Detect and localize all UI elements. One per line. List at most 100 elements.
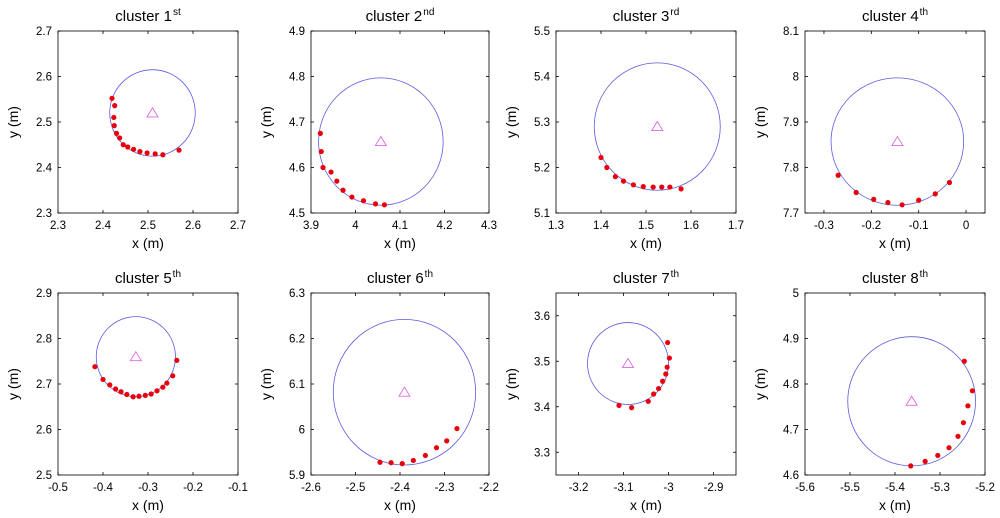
- x-axis-label: x (m): [630, 235, 662, 251]
- data-point: [164, 380, 170, 386]
- subplot-3: cluster 3rd 1.3 1.4 1.5 1.6 1.7 5.1 5.2 5.3 5.4 5.…: [503, 7, 744, 251]
- data-point: [148, 391, 154, 397]
- data-point: [663, 371, 669, 377]
- subplot-7: cluster 7th -3.2 -3.1 -3 -2.9 3.3 3.4 3.5 3.6 x (…: [503, 269, 737, 513]
- data-point: [433, 445, 440, 451]
- y-tick-label: 2.6: [36, 72, 52, 84]
- y-tick-label: 6.2: [289, 334, 305, 346]
- x-tick-label: -0.4: [93, 482, 113, 494]
- chart-title: cluster 1st: [115, 7, 181, 25]
- subplot-8: cluster 8th -5.6 -5.5 -5.4 -5.3 -5.2 4.6 4.7 4.8…: [752, 269, 995, 513]
- y-tick-label: 6: [299, 425, 305, 437]
- data-point: [113, 130, 120, 136]
- x-tick-label: 4.3: [481, 220, 497, 232]
- subplot-5: cluster 5th -0.5 -0.4 -0.3 -0.2 -0.1 2.5 2.6 2.7…: [5, 269, 248, 513]
- y-tick-label: 7.7: [783, 208, 799, 220]
- x-tick-label: -0.1: [909, 220, 929, 232]
- y-tick-label: 2.5: [36, 470, 52, 482]
- y-tick-label: 5.3: [534, 117, 550, 129]
- x-axis-label: x (m): [879, 235, 911, 251]
- subplot-1: cluster 1st 2.3 2.4 2.5 2.6 2.7 2.3 2.4 2.5 2.6 2.…: [5, 7, 246, 251]
- data-point: [131, 146, 137, 152]
- x-tick-label: 2.3: [50, 220, 66, 232]
- y-axis-label: y (m): [752, 106, 768, 138]
- data-point: [111, 114, 117, 121]
- x-axis-label: x (m): [384, 235, 416, 251]
- x-tick-label: 4.1: [392, 220, 408, 232]
- data-point: [955, 433, 961, 439]
- y-tick-label: 2.7: [36, 379, 52, 391]
- data-point: [388, 460, 394, 466]
- x-tick-label: -5.3: [930, 482, 950, 494]
- x-tick-label: 2.7: [230, 220, 246, 232]
- fitted-circle: [318, 77, 444, 206]
- data-point: [620, 178, 627, 184]
- data-point: [136, 393, 142, 399]
- data-point: [960, 420, 967, 426]
- data-point: [174, 357, 180, 363]
- data-point: [871, 196, 877, 202]
- data-point: [612, 174, 619, 180]
- y-tick-label: 8: [793, 72, 799, 84]
- data-point: [320, 164, 326, 171]
- plot-frame: [804, 30, 986, 214]
- y-axis-label: y (m): [503, 106, 519, 138]
- x-tick-label: -0.2: [183, 482, 203, 494]
- y-tick-label: 4.6: [783, 470, 799, 482]
- data-point: [916, 197, 922, 203]
- circle-center-marker: [146, 107, 159, 118]
- data-point: [112, 103, 118, 109]
- data-point: [660, 378, 666, 384]
- y-axis-label: y (m): [5, 106, 21, 138]
- y-tick-label: 2.8: [36, 334, 52, 346]
- data-point: [117, 135, 123, 141]
- plot-frame: [555, 30, 737, 214]
- data-point: [656, 385, 662, 392]
- data-point: [340, 187, 346, 193]
- x-tick-label: -5.4: [885, 482, 905, 494]
- data-point: [946, 179, 953, 186]
- data-point: [899, 202, 905, 208]
- data-point: [853, 189, 859, 196]
- y-tick-label: 4.7: [289, 117, 305, 129]
- y-tick-label: 2.3: [36, 208, 52, 220]
- x-axis-label: x (m): [879, 497, 911, 513]
- data-point: [598, 154, 604, 161]
- circle-center-marker: [891, 135, 904, 147]
- y-tick-label: 7.9: [783, 117, 799, 129]
- x-tick-label: -0.3: [138, 482, 158, 494]
- data-point: [137, 148, 143, 155]
- plot-frame: [310, 292, 490, 476]
- data-point: [130, 394, 136, 400]
- data-point: [349, 194, 355, 200]
- x-tick-label: -5.5: [840, 482, 860, 494]
- data-point: [152, 151, 158, 157]
- x-tick-label: -0.1: [228, 482, 248, 494]
- y-tick-label: 4.9: [289, 26, 305, 38]
- data-point: [935, 452, 941, 459]
- data-point: [317, 130, 323, 136]
- y-tick-label: 5: [793, 288, 799, 300]
- x-tick-label: -2.2: [479, 482, 499, 494]
- data-point: [118, 389, 124, 395]
- chart-title: cluster 6th: [367, 269, 433, 287]
- data-point: [360, 198, 367, 204]
- y-tick-label: 6.3: [289, 288, 305, 300]
- y-tick-label: 4.9: [783, 334, 799, 346]
- x-tick-label: 1.5: [638, 220, 654, 232]
- x-tick-label: 2.4: [95, 220, 112, 232]
- data-point: [651, 391, 657, 397]
- data-point: [154, 388, 160, 394]
- data-point: [645, 398, 651, 404]
- plot-frame: [310, 30, 490, 214]
- data-point: [160, 152, 166, 158]
- y-tick-label: 5.5: [534, 26, 550, 38]
- y-tick-label: 4.6: [289, 163, 305, 175]
- data-point: [125, 144, 131, 150]
- chart-title: cluster 7th: [613, 269, 679, 287]
- x-tick-label: -0.3: [814, 220, 834, 232]
- data-point: [604, 164, 610, 171]
- data-point: [664, 364, 670, 370]
- circle-center-marker: [650, 120, 664, 132]
